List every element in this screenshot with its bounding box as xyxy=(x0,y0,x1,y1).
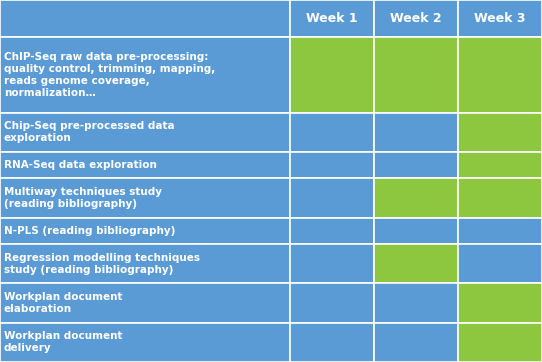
Text: ChIP-Seq raw data pre-processing:
quality control, trimming, mapping,
reads geno: ChIP-Seq raw data pre-processing: qualit… xyxy=(4,52,215,98)
Bar xyxy=(0,244,290,283)
Bar xyxy=(0,178,290,218)
Bar xyxy=(290,178,374,218)
Bar xyxy=(374,113,458,152)
Text: N-PLS (reading bibliography): N-PLS (reading bibliography) xyxy=(4,226,176,236)
Bar xyxy=(290,244,374,283)
Bar xyxy=(0,37,290,113)
Bar xyxy=(458,0,542,37)
Bar xyxy=(0,0,290,37)
Bar xyxy=(290,152,374,178)
Bar xyxy=(458,283,542,323)
Bar xyxy=(0,152,290,178)
Bar xyxy=(290,283,374,323)
Bar xyxy=(0,283,290,323)
Bar xyxy=(290,0,374,37)
Text: Week 1: Week 1 xyxy=(306,12,358,25)
Bar xyxy=(0,218,290,244)
Bar xyxy=(374,323,458,362)
Bar xyxy=(374,244,458,283)
Bar xyxy=(290,113,374,152)
Bar xyxy=(290,323,374,362)
Bar xyxy=(458,218,542,244)
Text: Workplan document
elaboration: Workplan document elaboration xyxy=(4,292,122,314)
Bar xyxy=(458,113,542,152)
Text: RNA-Seq data exploration: RNA-Seq data exploration xyxy=(4,160,157,170)
Text: Workplan document
delivery: Workplan document delivery xyxy=(4,331,122,353)
Bar xyxy=(458,323,542,362)
Bar xyxy=(458,244,542,283)
Bar xyxy=(290,218,374,244)
Text: Chip-Seq pre-processed data
exploration: Chip-Seq pre-processed data exploration xyxy=(4,122,175,143)
Bar xyxy=(458,178,542,218)
Bar xyxy=(0,113,290,152)
Bar xyxy=(374,37,458,113)
Bar xyxy=(0,323,290,362)
Bar xyxy=(290,37,374,113)
Bar xyxy=(374,0,458,37)
Text: Week 3: Week 3 xyxy=(474,12,526,25)
Bar xyxy=(374,178,458,218)
Bar xyxy=(374,218,458,244)
Bar xyxy=(458,152,542,178)
Text: Week 2: Week 2 xyxy=(390,12,442,25)
Bar xyxy=(374,283,458,323)
Bar xyxy=(374,152,458,178)
Text: Regression modelling techniques
study (reading bibliography): Regression modelling techniques study (r… xyxy=(4,253,200,275)
Text: Multiway techniques study
(reading bibliography): Multiway techniques study (reading bibli… xyxy=(4,187,162,209)
Bar xyxy=(458,37,542,113)
